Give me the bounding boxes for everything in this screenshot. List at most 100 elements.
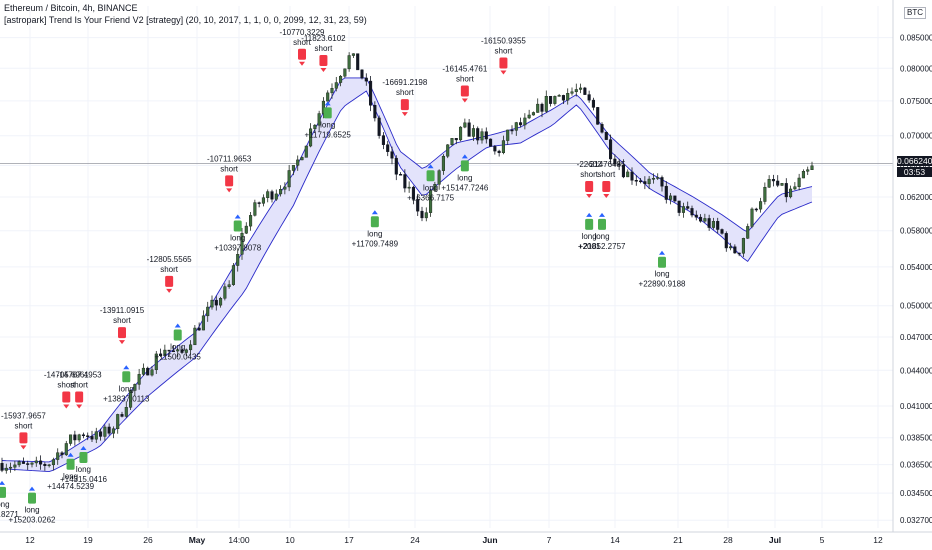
price-tick-label: 0.085000 xyxy=(900,34,932,43)
candle-body xyxy=(617,164,621,166)
currency-badge[interactable]: BTC xyxy=(904,7,926,19)
candle-body xyxy=(86,435,90,437)
candle-body xyxy=(321,100,325,114)
candle-body xyxy=(360,69,364,79)
trade-pnl-label: +22890.9188 xyxy=(639,280,686,289)
long-trade-marker[interactable]: long+14474.5239 xyxy=(47,452,95,491)
short-arrow-icon xyxy=(401,112,408,117)
candle-body xyxy=(561,95,565,101)
candle-body xyxy=(647,178,651,185)
candle-body xyxy=(604,131,608,140)
candle-body xyxy=(176,349,180,352)
long-trade-marker[interactable]: long+2001 xyxy=(578,212,601,251)
long-trade-marker[interactable]: long+11500.0435 xyxy=(155,323,202,361)
short-trade-marker[interactable]: short-14705.6961 xyxy=(44,370,89,409)
candle-body xyxy=(720,229,724,234)
long-trade-marker[interactable]: long+11719.6525 xyxy=(305,101,352,139)
short-trade-marker[interactable]: short-16145.4761 xyxy=(442,65,488,103)
long-trade-marker[interactable]: long+15147.7246 xyxy=(441,154,489,192)
candle-body xyxy=(729,246,733,249)
trade-pnl-label: +11709.7489 xyxy=(352,239,399,248)
trade-side-label: short xyxy=(580,170,599,179)
trade-pnl-label: +14474.5239 xyxy=(47,482,94,491)
time-tick-label: 5 xyxy=(820,535,825,545)
long-trade-marker[interactable]: long+10397.8078 xyxy=(214,214,262,253)
long-trade-marker[interactable]: long+15203.0262 xyxy=(9,486,56,525)
price-tick-label: 0.050000 xyxy=(900,302,932,311)
band-fill-layer xyxy=(1,77,813,473)
markers-layer: long+22.8271 short-15937.9657 long+15203.0… xyxy=(0,28,686,525)
candle-body xyxy=(56,452,60,460)
candle-body xyxy=(369,80,373,106)
candle-body xyxy=(493,146,497,152)
short-trade-marker[interactable]: short-14767.4953 xyxy=(57,370,102,409)
candle-body xyxy=(240,232,244,255)
candle-body xyxy=(519,122,523,126)
short-trade-marker[interactable]: short-10770.3229 xyxy=(280,28,325,66)
long-arrow-icon xyxy=(371,210,378,215)
candle-body xyxy=(570,91,574,94)
candle-body xyxy=(249,215,253,227)
long-trade-marker[interactable]: long+22890.9188 xyxy=(639,250,686,289)
candle-body xyxy=(489,138,493,147)
long-trade-marker[interactable]: long+21852.2757 xyxy=(579,212,626,251)
short-signal-icon xyxy=(400,99,409,111)
candle-body xyxy=(480,131,484,141)
long-arrow-icon xyxy=(427,164,434,169)
short-trade-marker[interactable]: short-13911.0915 xyxy=(100,306,145,345)
candle-body xyxy=(244,225,248,234)
candle-body xyxy=(60,452,64,456)
short-trade-marker[interactable]: short-16691.2198 xyxy=(382,78,428,117)
candle-body xyxy=(73,434,77,441)
trade-pnl-label: +14315.0416 xyxy=(60,475,107,484)
short-signal-icon xyxy=(19,432,28,444)
candles-layer xyxy=(0,52,814,474)
trade-pnl-label: -14767.4953 xyxy=(57,370,102,379)
candle-body xyxy=(613,158,617,165)
chart-grid xyxy=(0,6,893,528)
trade-pnl-label: -13911.0915 xyxy=(100,306,145,315)
time-tick-label: Jun xyxy=(482,535,497,545)
candle-body xyxy=(724,233,728,249)
short-arrow-icon xyxy=(586,193,593,198)
candle-body xyxy=(737,252,741,255)
candle-body xyxy=(227,284,231,287)
candle-body xyxy=(90,436,94,440)
short-trade-marker[interactable]: short-16150.9355 xyxy=(481,37,526,75)
long-arrow-icon xyxy=(123,365,130,370)
candle-body xyxy=(219,298,223,306)
candle-body xyxy=(459,126,463,141)
trade-pnl-label: +21852.2757 xyxy=(579,242,626,251)
trade-side-label: short xyxy=(315,44,334,53)
short-trade-marker[interactable]: short-11823.6102 xyxy=(301,34,346,73)
short-trade-marker[interactable]: short-10711.9653 xyxy=(207,154,252,193)
candle-body xyxy=(711,221,715,228)
short-trade-marker[interactable]: short-22602 xyxy=(577,160,602,198)
short-trade-marker[interactable]: short-12805.5565 xyxy=(147,255,192,293)
long-trade-marker[interactable]: long+14315.0416 xyxy=(60,446,107,484)
long-trade-marker[interactable]: long+22.8271 xyxy=(0,480,19,519)
short-arrow-icon xyxy=(603,193,610,198)
candle-body xyxy=(673,195,677,202)
candle-body xyxy=(13,464,17,468)
candle-body xyxy=(484,131,488,140)
long-arrow-icon xyxy=(659,250,665,255)
time-tick-label: Jul xyxy=(769,535,781,545)
short-arrow-icon xyxy=(76,404,83,409)
candle-body xyxy=(39,460,43,465)
short-trade-marker[interactable]: short-21476485 xyxy=(587,160,626,198)
trade-side-label: long xyxy=(367,229,382,238)
candle-body xyxy=(253,202,257,216)
long-signal-icon xyxy=(323,107,332,119)
long-trade-marker[interactable]: long+13837.0113 xyxy=(103,365,150,403)
long-trade-marker[interactable]: long+16366.7175 xyxy=(407,164,455,202)
candle-body xyxy=(471,128,475,137)
candle-body xyxy=(686,206,690,209)
long-trade-marker[interactable]: long+11709.7489 xyxy=(352,210,399,248)
trade-side-label: long xyxy=(63,472,78,481)
candle-body xyxy=(133,384,137,391)
candle-body xyxy=(527,114,531,119)
candle-body xyxy=(120,414,124,417)
short-trade-marker[interactable]: short-15937.9657 xyxy=(1,411,46,450)
